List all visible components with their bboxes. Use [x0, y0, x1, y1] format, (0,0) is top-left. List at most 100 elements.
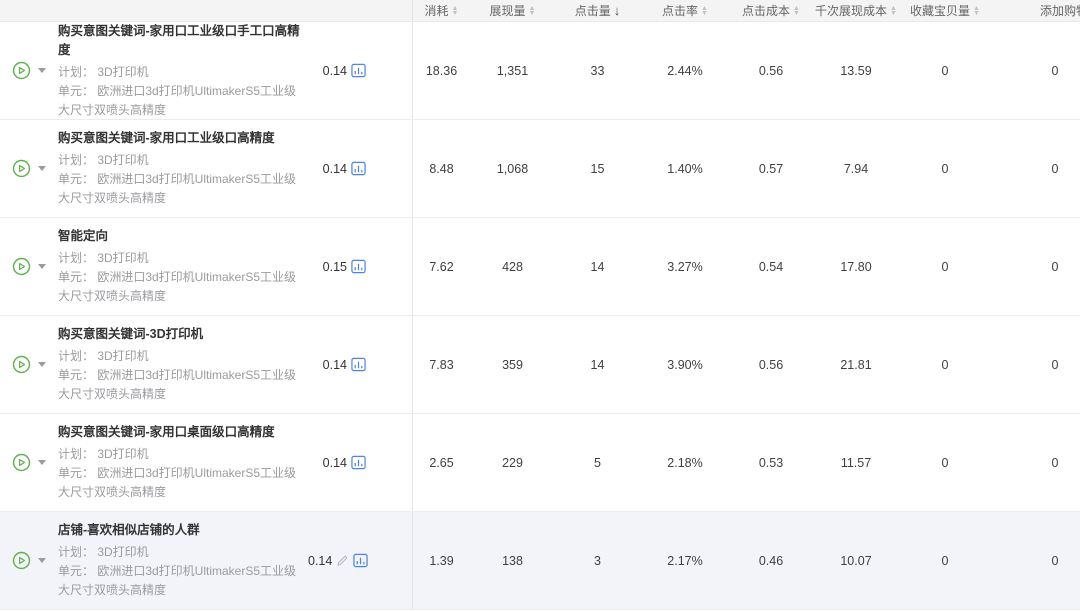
sort-icon[interactable]: [890, 6, 897, 16]
metric-cpc: 0.46: [758, 553, 784, 568]
metric-cost: 2.65: [429, 455, 454, 470]
campaign-name[interactable]: 店铺-喜欢相似店铺的人群: [58, 523, 200, 537]
chevron-down-icon[interactable]: [38, 362, 46, 367]
play-icon: [12, 453, 31, 472]
column-header[interactable]: 点击率: [640, 0, 730, 21]
metric-add-to-cart: 0: [1051, 357, 1059, 372]
table-row: 店铺-喜欢相似店铺的人群 计划： 3D打印机 单元： 欧洲进口3d打印机Ulti…: [0, 512, 1080, 610]
chart-icon[interactable]: [351, 161, 366, 176]
metric-add-to-cart: 0: [1051, 63, 1059, 78]
metric-ctr: 3.27%: [667, 259, 703, 274]
bid-value[interactable]: 0.14: [322, 161, 347, 176]
column-header[interactable]: 点击量: [555, 0, 640, 21]
play-icon: [12, 257, 31, 276]
column-header-label: 添加购物车量: [1040, 4, 1080, 18]
play-status-button[interactable]: [12, 551, 31, 570]
metric-cpm: 7.94: [843, 161, 869, 176]
chevron-down-icon[interactable]: [38, 558, 46, 563]
row-fixed-section: 店铺-喜欢相似店铺的人群 计划： 3D打印机 单元： 欧洲进口3d打印机Ulti…: [0, 512, 413, 609]
bid-value[interactable]: 0.14: [322, 455, 347, 470]
row-fixed-section: 购买意图关键词-家用口工业级口手工口高精度 计划： 3D打印机 单元： 欧洲进口…: [0, 22, 413, 119]
campaign-name[interactable]: 购买意图关键词-家用口桌面级口高精度: [58, 425, 275, 439]
campaign-name[interactable]: 购买意图关键词-3D打印机: [58, 327, 204, 341]
column-header[interactable]: 展现量: [470, 0, 555, 21]
campaign-name[interactable]: 购买意图关键词-家用口工业级口手工口高精度: [58, 23, 300, 57]
metric-favorites: 0: [941, 553, 949, 568]
sort-icon[interactable]: [529, 6, 536, 16]
column-header[interactable]: 添加购物车量: [990, 0, 1080, 21]
bid-area: 0.14: [308, 553, 414, 568]
metric-clicks: 33: [590, 63, 605, 78]
metric-favorites: 0: [941, 357, 949, 372]
bid-area: 0.14: [308, 357, 412, 372]
metric-cpm: 13.59: [840, 63, 872, 78]
column-header[interactable]: 收藏宝贝量: [900, 0, 990, 21]
metric-add-to-cart: 0: [1051, 553, 1059, 568]
bid-value[interactable]: 0.14: [322, 63, 347, 78]
chart-icon[interactable]: [353, 553, 369, 568]
metric-favorites: 0: [941, 161, 949, 176]
sort-icon[interactable]: [973, 6, 980, 16]
column-header[interactable]: 消耗: [413, 0, 470, 21]
column-header-label: 点击量: [574, 4, 611, 18]
row-fixed-section: 购买意图关键词-3D打印机 计划： 3D打印机 单元： 欧洲进口3d打印机Ult…: [0, 316, 413, 413]
chevron-down-icon[interactable]: [38, 264, 46, 269]
column-header-label: 点击成本: [742, 4, 791, 18]
play-status-button[interactable]: [12, 61, 31, 80]
play-status-button[interactable]: [12, 453, 31, 472]
campaign-name[interactable]: 智能定向: [58, 229, 109, 243]
metric-impressions: 138: [502, 553, 523, 568]
campaign-unit: 单元： 欧洲进口3d打印机UltimakerS5工业级大尺寸双喷头高精度: [58, 172, 297, 205]
metric-impressions: 1,068: [496, 161, 529, 176]
sort-icon[interactable]: [452, 6, 459, 16]
metric-cpc: 0.56: [758, 63, 784, 78]
chart-icon[interactable]: [351, 259, 366, 274]
bid-value[interactable]: 0.15: [322, 259, 347, 274]
metric-cpm: 21.81: [840, 357, 872, 372]
metric-cpm: 17.80: [840, 259, 872, 274]
play-status-button[interactable]: [12, 257, 31, 276]
column-header-label: 点击率: [662, 4, 699, 18]
metric-impressions: 428: [502, 259, 523, 274]
chart-icon[interactable]: [351, 455, 366, 470]
edit-icon[interactable]: [336, 554, 349, 567]
row-controls: [0, 159, 58, 178]
play-icon: [12, 551, 31, 570]
metric-ctr: 2.44%: [667, 63, 703, 78]
bid-area: 0.15: [308, 259, 412, 274]
bid-value[interactable]: 0.14: [322, 357, 347, 372]
column-header-label: 消耗: [424, 4, 449, 18]
metric-cost: 1.39: [429, 553, 454, 568]
metric-add-to-cart: 0: [1051, 161, 1059, 176]
campaign-info: 购买意图关键词-3D打印机 计划： 3D打印机 单元： 欧洲进口3d打印机Ult…: [58, 325, 308, 404]
chart-icon[interactable]: [351, 63, 366, 78]
campaign-info: 购买意图关键词-家用口工业级口手工口高精度 计划： 3D打印机 单元： 欧洲进口…: [58, 22, 308, 120]
campaign-name[interactable]: 购买意图关键词-家用口工业级口高精度: [58, 131, 275, 145]
bid-area: 0.14: [308, 455, 412, 470]
chevron-down-icon[interactable]: [38, 166, 46, 171]
campaign-unit: 单元： 欧洲进口3d打印机UltimakerS5工业级大尺寸双喷头高精度: [58, 270, 297, 303]
chart-icon[interactable]: [351, 357, 366, 372]
row-controls: [0, 61, 58, 80]
play-icon: [12, 61, 31, 80]
table-row: 购买意图关键词-家用口桌面级口高精度 计划： 3D打印机 单元： 欧洲进口3d打…: [0, 414, 1080, 512]
table-body: 购买意图关键词-家用口工业级口手工口高精度 计划： 3D打印机 单元： 欧洲进口…: [0, 22, 1080, 610]
sort-icon[interactable]: [701, 6, 708, 16]
chevron-down-icon[interactable]: [38, 460, 46, 465]
column-header[interactable]: 点击成本: [730, 0, 812, 21]
metric-ctr: 2.17%: [667, 553, 703, 568]
metric-cpm: 11.57: [840, 455, 872, 470]
play-status-button[interactable]: [12, 159, 31, 178]
column-header[interactable]: 千次展现成本: [812, 0, 900, 21]
campaign-info: 购买意图关键词-家用口桌面级口高精度 计划： 3D打印机 单元： 欧洲进口3d打…: [58, 423, 308, 502]
play-status-button[interactable]: [12, 355, 31, 374]
sort-icon[interactable]: [614, 4, 621, 17]
sort-icon[interactable]: [793, 6, 800, 16]
campaign-info: 店铺-喜欢相似店铺的人群 计划： 3D打印机 单元： 欧洲进口3d打印机Ulti…: [58, 521, 308, 600]
chevron-down-icon[interactable]: [38, 68, 46, 73]
campaign-info: 智能定向 计划： 3D打印机 单元： 欧洲进口3d打印机UltimakerS5工…: [58, 227, 308, 306]
metric-cpc: 0.53: [758, 455, 784, 470]
bid-value[interactable]: 0.14: [308, 553, 333, 568]
table-row: 购买意图关键词-家用口工业级口手工口高精度 计划： 3D打印机 单元： 欧洲进口…: [0, 22, 1080, 120]
